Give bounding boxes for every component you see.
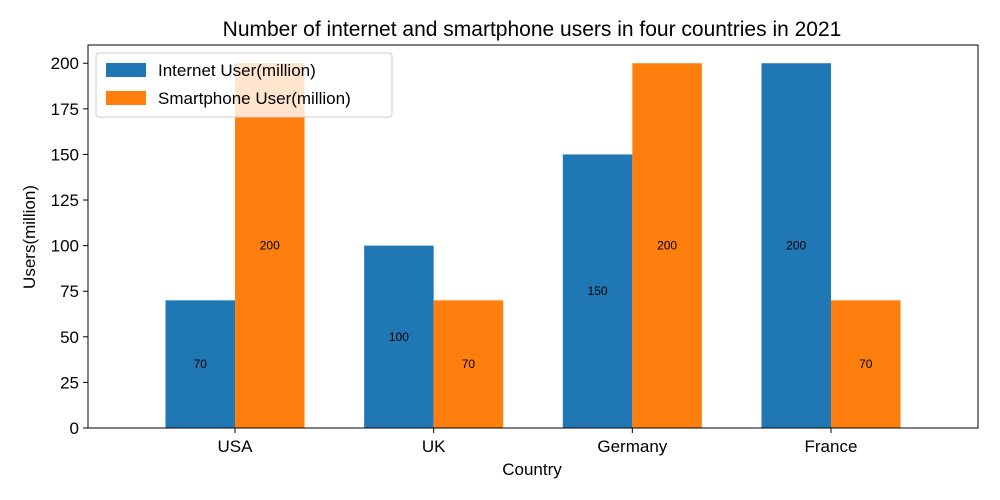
bar-uk-series-2 bbox=[433, 300, 504, 428]
data-label: 70 bbox=[859, 357, 873, 371]
data-label: 100 bbox=[389, 330, 409, 344]
y-tick-label: 0 bbox=[70, 419, 79, 438]
y-tick-label: 75 bbox=[60, 282, 79, 301]
y-tick-label: 50 bbox=[60, 328, 79, 347]
legend-swatch bbox=[106, 91, 146, 105]
y-tick-label: 200 bbox=[51, 54, 79, 73]
bar-germany-series-2 bbox=[632, 63, 702, 428]
y-tick-label: 175 bbox=[51, 100, 79, 119]
legend-swatch bbox=[106, 63, 146, 77]
y-tick-label: 125 bbox=[51, 191, 79, 210]
bar-germany-series-1 bbox=[562, 154, 633, 428]
data-label: 150 bbox=[588, 284, 608, 298]
x-tick-label: USA bbox=[218, 437, 254, 456]
x-tick-label: UK bbox=[422, 437, 446, 456]
bars-layer bbox=[165, 63, 901, 428]
legend-box bbox=[95, 52, 393, 118]
bar-france-series-1 bbox=[761, 63, 831, 428]
chart-title: Number of internet and smartphone users … bbox=[223, 18, 842, 41]
data-label: 200 bbox=[260, 239, 280, 253]
bar-france-series-2 bbox=[830, 300, 901, 428]
bar-usa-series-1 bbox=[165, 300, 236, 428]
data-label: 200 bbox=[786, 239, 806, 253]
y-tick-label: 100 bbox=[51, 237, 79, 256]
y-axis-label: Users(million) bbox=[20, 185, 39, 289]
legend-label: Smartphone User(million) bbox=[158, 89, 351, 108]
bar-uk-series-1 bbox=[364, 245, 434, 428]
y-tick-label: 150 bbox=[51, 145, 79, 164]
x-tick-label: Germany bbox=[597, 437, 667, 456]
y-tick-label: 25 bbox=[60, 373, 79, 392]
axes-layer: USA UK Germany France 0 25 50 75 100 125 150 175 200 bbox=[51, 44, 979, 456]
plot-frame bbox=[87, 44, 979, 429]
data-label: 200 bbox=[657, 239, 677, 253]
legend-label: Internet User(million) bbox=[158, 61, 316, 80]
legend: Internet User(million) Smartphone User(mi… bbox=[95, 52, 393, 118]
x-axis-label: Country bbox=[502, 460, 562, 479]
bar-usa-series-2 bbox=[235, 63, 305, 428]
data-label: 70 bbox=[462, 357, 476, 371]
x-tick-label: France bbox=[805, 437, 858, 456]
data-labels-layer: 70 200 100 70 150 200 200 70 bbox=[194, 239, 873, 372]
data-label: 70 bbox=[194, 357, 208, 371]
